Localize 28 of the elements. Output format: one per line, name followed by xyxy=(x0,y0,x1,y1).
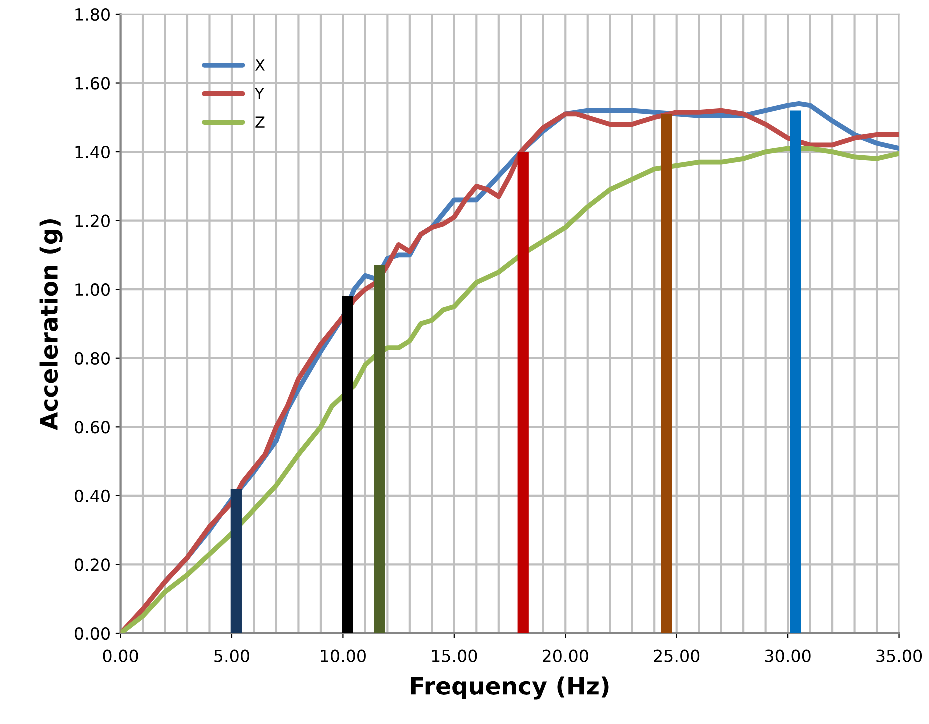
y-tick-label: 0.80 xyxy=(75,352,110,365)
bar xyxy=(518,152,529,634)
y-tick-label: 1.00 xyxy=(76,284,110,296)
y-tick-label: 1.40 xyxy=(76,146,110,159)
bar xyxy=(661,114,672,634)
y-tick-label: 0.60 xyxy=(75,421,110,434)
x-axis-title: Frequency (Hz) xyxy=(411,676,609,700)
x-tick-label: 15.00 xyxy=(432,650,478,662)
x-tick-label: 30.00 xyxy=(765,650,811,662)
legend-label: Z xyxy=(256,116,265,128)
y-tick-label: 0.20 xyxy=(75,558,110,572)
legend-label: X xyxy=(255,60,265,71)
bar xyxy=(790,110,802,634)
x-tick-label: 35.00 xyxy=(876,650,922,662)
bar xyxy=(374,266,386,634)
y-axis-title: Acceleration (g) xyxy=(40,219,63,430)
x-tick-label: 0.00 xyxy=(103,650,138,662)
y-tick-label: 0.40 xyxy=(75,490,110,503)
legend-label: Y xyxy=(254,88,264,100)
x-tick-label: 20.00 xyxy=(542,650,588,662)
x-tick-label: 10.00 xyxy=(321,650,366,662)
y-tick-label: 1.20 xyxy=(76,214,110,228)
y-tick-label: 0.00 xyxy=(75,627,110,640)
y-tick-label: 1.80 xyxy=(76,8,110,22)
y-tick-label: 1.60 xyxy=(76,77,110,90)
x-tick-label: 5.00 xyxy=(214,650,250,662)
x-tick-label: 25.00 xyxy=(654,650,700,662)
bar xyxy=(230,489,242,634)
